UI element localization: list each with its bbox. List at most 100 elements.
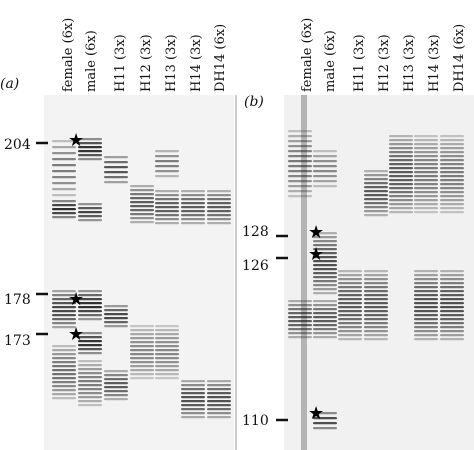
gel-band — [414, 195, 438, 198]
gel-band — [440, 314, 464, 317]
gel-band — [104, 171, 128, 174]
gel-band — [364, 310, 388, 313]
gel-band — [440, 203, 464, 206]
gel-band — [207, 206, 231, 209]
lane-label-a-h12: H12 (3x) — [139, 34, 154, 92]
gel-band — [52, 389, 76, 392]
gel-band — [52, 373, 76, 376]
gel-band — [414, 163, 438, 166]
gel-band — [52, 188, 76, 191]
gel-band — [78, 290, 102, 293]
gel-panel-a — [44, 95, 234, 450]
star-markers: ★ ★ ★ ★ ★ ★ — [68, 130, 324, 424]
gel-band — [440, 143, 464, 146]
panel-label-a: (a) — [0, 76, 19, 92]
gel-band — [207, 416, 231, 419]
lane-labels-b: female (6x) male (6x) H11 (3x) H12 (3x) … — [300, 18, 467, 92]
gel-band — [288, 175, 312, 178]
panel-label-b: (b) — [244, 94, 264, 110]
gel-band — [440, 326, 464, 329]
gel-band — [155, 194, 179, 197]
gel-band — [207, 412, 231, 415]
gel-band — [207, 404, 231, 407]
gel-band — [288, 190, 312, 193]
gel-band — [78, 400, 102, 403]
gel-band — [338, 334, 362, 337]
gel-band — [130, 353, 154, 356]
gel-band — [313, 304, 337, 307]
gel-band — [52, 208, 76, 211]
gel-band — [78, 298, 102, 301]
gel-band — [440, 306, 464, 309]
gel-band — [389, 211, 413, 214]
size-label-128: 128 — [242, 224, 269, 240]
gel-band — [414, 302, 438, 305]
gel-band — [389, 135, 413, 138]
gel-band — [155, 170, 179, 173]
gel-band — [104, 181, 128, 184]
gel-band — [440, 334, 464, 337]
gel-band — [52, 345, 76, 348]
gel-band — [364, 334, 388, 337]
gel-band — [52, 365, 76, 368]
gel-band — [313, 320, 337, 323]
gel-band — [78, 396, 102, 399]
gel-band — [313, 284, 337, 287]
gel-band — [155, 206, 179, 209]
gel-band — [181, 222, 205, 225]
gel-band — [389, 143, 413, 146]
gel-band — [414, 211, 438, 214]
gel-band — [130, 345, 154, 348]
lane-label-b-dh14: DH14 (6x) — [452, 24, 467, 92]
size-markers-a: 204 178 173 — [4, 137, 48, 349]
lane-label-b-h11: H11 (3x) — [352, 34, 367, 92]
gel-band — [313, 417, 337, 420]
gel-band — [104, 382, 128, 385]
gel-band — [414, 294, 438, 297]
gel-band — [78, 332, 102, 335]
bands-panel-a — [52, 138, 231, 419]
gel-band — [313, 248, 337, 251]
gel-band — [155, 218, 179, 221]
gel-band — [52, 298, 76, 301]
gel-band — [52, 397, 76, 400]
gel-band — [181, 404, 205, 407]
gel-band — [78, 372, 102, 375]
gel-band — [288, 320, 312, 323]
gel-band — [104, 161, 128, 164]
gel-band — [313, 252, 337, 255]
gel-band — [130, 217, 154, 220]
gel-band — [52, 353, 76, 356]
gel-band — [78, 302, 102, 305]
gel-band — [440, 310, 464, 313]
lane-label-b-male: male (6x) — [323, 30, 338, 92]
gel-band — [288, 324, 312, 327]
gel-band — [288, 180, 312, 183]
gel-band — [155, 165, 179, 168]
gel-band — [364, 190, 388, 193]
gel-band — [440, 294, 464, 297]
gel-band — [414, 207, 438, 210]
size-markers-b: 128 126 110 — [242, 224, 288, 429]
gel-band — [364, 322, 388, 325]
gel-band — [78, 364, 102, 367]
gel-band — [338, 282, 362, 285]
gel-band — [155, 333, 179, 336]
gel-band — [389, 151, 413, 154]
lane-label-a-male: male (6x) — [84, 30, 99, 92]
gel-band — [338, 326, 362, 329]
gel-band — [364, 318, 388, 321]
gel-band — [104, 313, 128, 316]
gel-band — [78, 203, 102, 206]
lane-label-b-h13: H13 (3x) — [402, 34, 417, 92]
gel-band — [440, 270, 464, 273]
gel-band — [181, 408, 205, 411]
gel-band — [338, 306, 362, 309]
gel-band — [52, 361, 76, 364]
gel-band — [313, 160, 337, 163]
gel-band — [313, 240, 337, 243]
gel-band — [414, 143, 438, 146]
gel-band — [364, 206, 388, 209]
gel-band — [52, 294, 76, 297]
